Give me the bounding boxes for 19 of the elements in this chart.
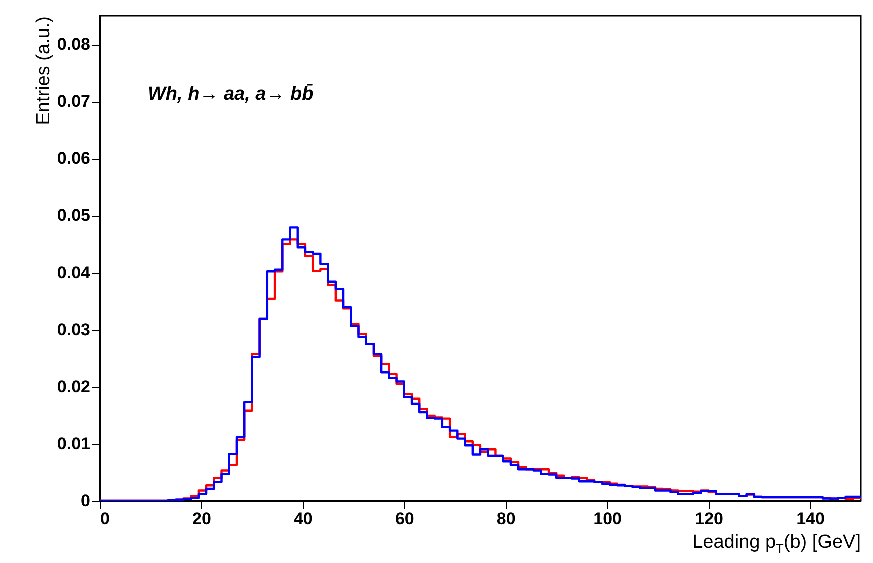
y-axis-title: Entries (a.u.): [33, 16, 54, 126]
x-tick-label: 140: [796, 510, 825, 528]
y-tick-label: 0.02: [57, 377, 90, 396]
x-tick-label: 80: [496, 510, 516, 528]
y-tick-label: 0.01: [57, 434, 90, 454]
y-tick-label: 0: [81, 492, 90, 510]
y-tick-label: 0.04: [57, 263, 92, 282]
y-tick-label: 0.08: [57, 35, 90, 54]
y-tick-label: 0.06: [57, 149, 90, 168]
y-tick-label: 0.03: [57, 320, 90, 340]
x-tick-label: 20: [192, 510, 212, 528]
y-tick-label: 0.05: [57, 206, 90, 226]
x-tick-label: 60: [395, 510, 414, 528]
annotation: Wh, h→ aa, a→ bb̄: [148, 84, 314, 105]
x-tick-label: 0: [100, 510, 110, 528]
x-tick-label: 120: [695, 510, 724, 528]
x-tick-label: 100: [594, 510, 622, 528]
x-tick-label: 40: [294, 510, 313, 528]
y-tick-label: 0.07: [57, 92, 90, 112]
